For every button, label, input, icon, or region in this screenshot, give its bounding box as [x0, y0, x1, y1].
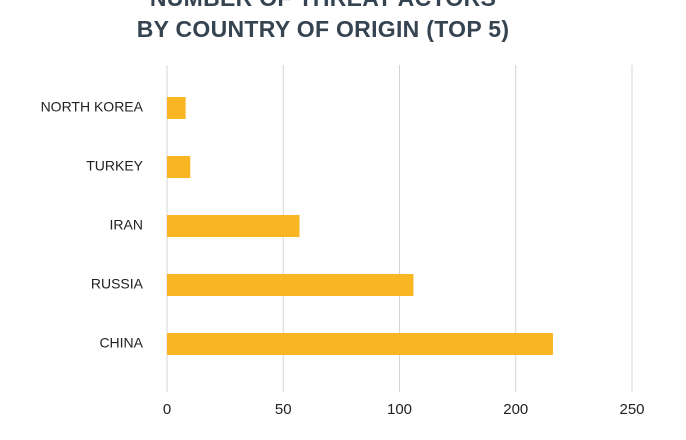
- x-tick-label: 100: [387, 401, 412, 418]
- x-tick-label: 0: [163, 401, 171, 418]
- bar: [167, 215, 300, 237]
- y-tick-label: CHINA: [99, 335, 143, 351]
- x-tick-label: 200: [503, 401, 528, 418]
- bar: [167, 274, 414, 296]
- bar: [167, 97, 186, 119]
- bar: [167, 156, 191, 178]
- y-tick-label: RUSSIA: [91, 276, 144, 292]
- x-tick-label: 250: [619, 401, 644, 418]
- chart-title: NUMBER OF THREAT ACTORS BY COUNTRY OF OR…: [136, 0, 510, 42]
- y-tick-label: TURKEY: [86, 158, 143, 174]
- bar: [167, 333, 553, 355]
- x-tick-label: 50: [275, 401, 292, 418]
- y-tick-label: IRAN: [110, 217, 143, 233]
- y-tick-label: NORTH KOREA: [41, 99, 144, 115]
